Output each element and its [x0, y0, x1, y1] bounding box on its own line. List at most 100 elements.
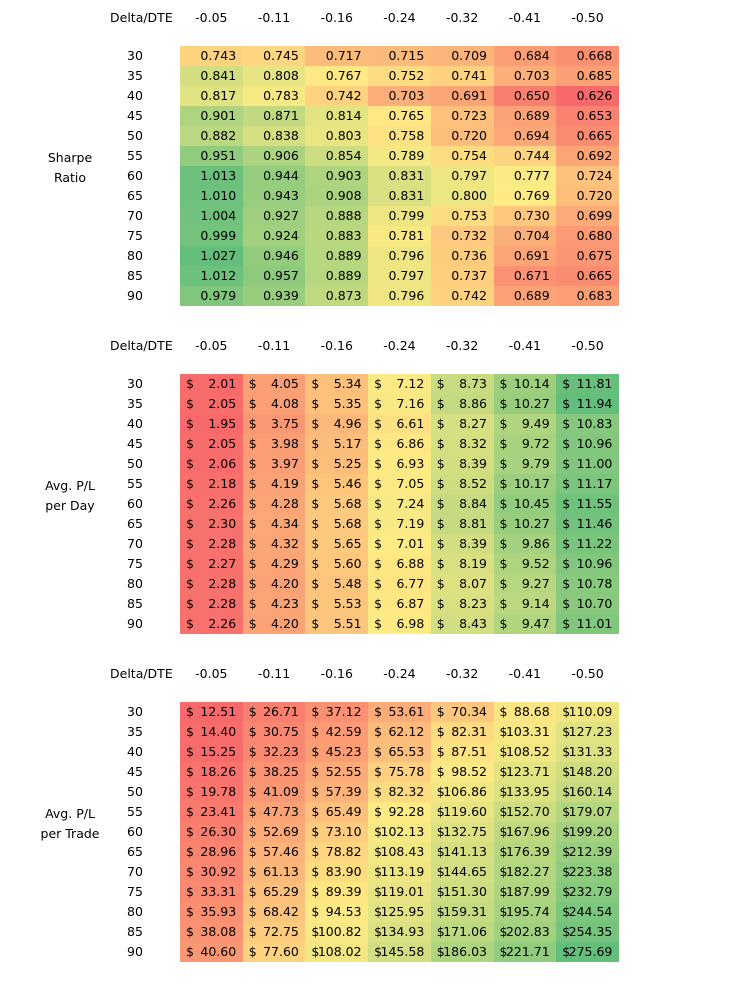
- currency-symbol: $: [186, 376, 194, 391]
- heatmap-cell: $82.31: [430, 722, 494, 742]
- currency-symbol: $: [248, 764, 257, 779]
- currency-symbol: $: [499, 476, 508, 491]
- heatmap-cell: 1.012: [180, 266, 244, 286]
- heatmap-cell: $92.28: [368, 802, 432, 822]
- currency-symbol: $: [562, 804, 571, 819]
- cell-value: 8.07: [459, 576, 487, 591]
- currency-symbol: $: [562, 724, 571, 739]
- cell-value: 159.31: [443, 904, 487, 919]
- currency-symbol: $: [562, 944, 571, 959]
- cell-value: 28.96: [200, 844, 237, 859]
- cell-value: 0.758: [388, 128, 425, 143]
- cell-value: 2.05: [208, 396, 237, 411]
- row-label: 55: [127, 804, 143, 819]
- heatmap-cell: 0.797: [430, 166, 494, 186]
- cell-value: 0.873: [325, 288, 362, 303]
- cell-value: 195.74: [505, 904, 550, 919]
- cell-value: 11.22: [576, 536, 613, 551]
- heatmap-cell: $8.84: [430, 494, 494, 514]
- heatmap-cell: $11.81: [556, 374, 620, 394]
- cell-value: 10.17: [513, 476, 550, 491]
- cell-value: 15.25: [200, 744, 237, 759]
- cell-value: 35.93: [200, 904, 237, 919]
- row-label: 40: [127, 744, 143, 759]
- heatmap-cell: $7.12: [368, 374, 432, 394]
- cell-value: 0.730: [513, 208, 550, 223]
- cell-value: 10.70: [576, 596, 613, 611]
- cell-value: 87.51: [451, 744, 487, 759]
- cell-value: 41.09: [263, 784, 299, 799]
- heatmap-cell: $5.46: [305, 474, 369, 494]
- heatmap-cell: 0.709: [430, 46, 494, 66]
- heatmap-cell: $89.39: [305, 882, 369, 902]
- currency-symbol: $: [248, 456, 257, 471]
- heatmap-cell: $98.52: [430, 762, 494, 782]
- cell-value: 5.34: [333, 376, 362, 391]
- cell-value: 37.12: [325, 704, 362, 719]
- cell-value: 19.78: [200, 784, 237, 799]
- cell-value: 1.010: [200, 188, 237, 203]
- heatmap-cell: $41.09: [242, 782, 306, 802]
- heatmap-cell: $3.97: [242, 454, 306, 474]
- currency-symbol: $: [248, 864, 257, 879]
- heatmap-cell: 0.665: [556, 266, 620, 286]
- cell-value: 5.46: [333, 476, 362, 491]
- heatmap-cell: 0.715: [368, 46, 432, 66]
- currency-symbol: $: [436, 496, 445, 511]
- currency-symbol: $: [374, 536, 383, 551]
- heatmap-cell: $152.70: [493, 802, 557, 822]
- cell-value: 82.31: [451, 724, 487, 739]
- currency-symbol: $: [374, 376, 383, 391]
- heatmap-cell: 0.979: [180, 286, 244, 306]
- cell-value: 53.61: [388, 704, 425, 719]
- cell-value: 0.703: [388, 88, 425, 103]
- heatmap-cell: 0.671: [493, 266, 557, 286]
- heatmap-cell: 0.699: [556, 206, 620, 226]
- heatmap-cell: $123.71: [493, 762, 557, 782]
- heatmap-cell: $131.33: [556, 742, 620, 762]
- cell-value: 8.39: [459, 456, 487, 471]
- heatmap-cell: 0.732: [430, 226, 494, 246]
- cell-value: 0.783: [263, 88, 299, 103]
- currency-symbol: $: [499, 416, 508, 431]
- cell-value: 0.724: [576, 168, 613, 183]
- heatmap-cell: $3.98: [242, 434, 306, 454]
- currency-symbol: $: [499, 556, 508, 571]
- cell-value: 3.98: [271, 436, 299, 451]
- section-row-label-line: Sharpe: [47, 150, 93, 165]
- cell-value: 0.683: [576, 288, 613, 303]
- heatmap-cell: 0.924: [242, 226, 306, 246]
- currency-symbol: $: [311, 844, 320, 859]
- currency-symbol: $: [562, 704, 571, 719]
- cell-value: 0.737: [451, 268, 487, 283]
- heatmap-cell: $52.69: [242, 822, 306, 842]
- heatmap-cell: $9.49: [493, 414, 557, 434]
- currency-symbol: $: [186, 536, 194, 551]
- row-label: 65: [127, 188, 143, 203]
- cell-value: 0.999: [200, 228, 237, 243]
- heatmap-cell: 0.742: [430, 286, 494, 306]
- heatmap-cell: $11.55: [556, 494, 620, 514]
- cell-value: 6.77: [396, 576, 425, 591]
- currency-symbol: $: [499, 784, 508, 799]
- cell-value: 23.41: [200, 804, 237, 819]
- cell-value: 167.96: [505, 824, 550, 839]
- cell-value: 8.43: [459, 616, 487, 631]
- cell-value: 244.54: [568, 904, 613, 919]
- cell-value: 8.39: [459, 536, 487, 551]
- cell-value: 0.704: [513, 228, 550, 243]
- heatmap-cell: $6.87: [368, 594, 432, 614]
- heatmap-cell: 0.736: [430, 246, 494, 266]
- cell-value: 7.24: [396, 496, 425, 511]
- cell-value: 0.841: [200, 68, 237, 83]
- cell-value: 0.720: [576, 188, 613, 203]
- heatmap-cell: $223.38: [556, 862, 620, 882]
- cell-value: 134.93: [380, 924, 425, 939]
- heatmap-cell: $10.27: [493, 394, 557, 414]
- currency-symbol: $: [499, 824, 508, 839]
- cell-value: 0.797: [451, 168, 487, 183]
- currency-symbol: $: [562, 536, 571, 551]
- cell-value: 4.29: [271, 556, 299, 571]
- heatmap-cell: $5.68: [305, 494, 369, 514]
- currency-symbol: $: [436, 516, 445, 531]
